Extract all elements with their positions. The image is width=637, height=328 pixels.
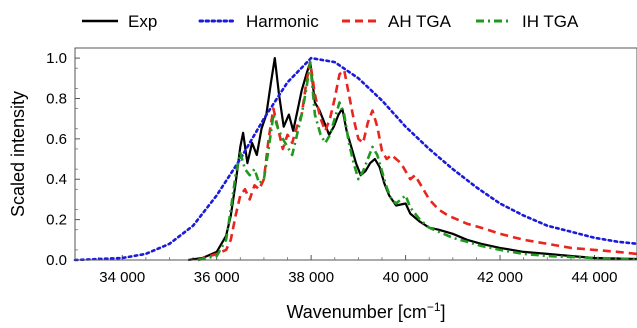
plot-frame (74, 47, 637, 261)
x-axis-label: Wavenumber [cm−1] (286, 300, 445, 322)
y-tick-label: 0.6 (46, 131, 67, 148)
series-line-ih-tga (197, 60, 637, 262)
x-axis: 34 000 36 000 38 000 40 000 42 000 44 000 (74, 255, 619, 286)
plot-lines (73, 56, 637, 262)
x-tick-label: 34 000 (99, 269, 145, 286)
x-tick-label: 38 000 (288, 269, 334, 286)
legend: Exp Harmonic AH TGA IH TGA (82, 12, 579, 31)
series-line-exp (188, 57, 637, 262)
x-tick-label: 36 000 (194, 269, 240, 286)
legend-label-harmonic: Harmonic (246, 12, 319, 31)
x-tick-label: 44 000 (572, 269, 618, 286)
y-tick-label: 0.0 (46, 252, 67, 269)
series-line-ah-tga (197, 60, 637, 262)
x-tick-label: 40 000 (383, 269, 429, 286)
x-axis-label-text: Wavenumber [cm (286, 302, 426, 322)
y-axis: 0.0 0.2 0.4 0.6 0.8 1.0 (46, 47, 80, 269)
y-tick-label: 0.2 (46, 212, 67, 229)
legend-label-ah-tga: AH TGA (388, 12, 452, 31)
x-axis-label-exponent: −1 (427, 300, 441, 314)
x-tick-label: 42 000 (477, 269, 523, 286)
x-axis-label-close: ] (441, 302, 446, 322)
y-tick-label: 0.4 (46, 171, 67, 188)
legend-label-exp: Exp (128, 12, 157, 31)
y-tick-label: 1.0 (46, 50, 67, 67)
series-line-harmonic (73, 56, 637, 262)
y-tick-label: 0.8 (46, 90, 67, 107)
legend-label-ih-tga: IH TGA (522, 12, 579, 31)
y-axis-label: Scaled intensity (8, 91, 28, 217)
